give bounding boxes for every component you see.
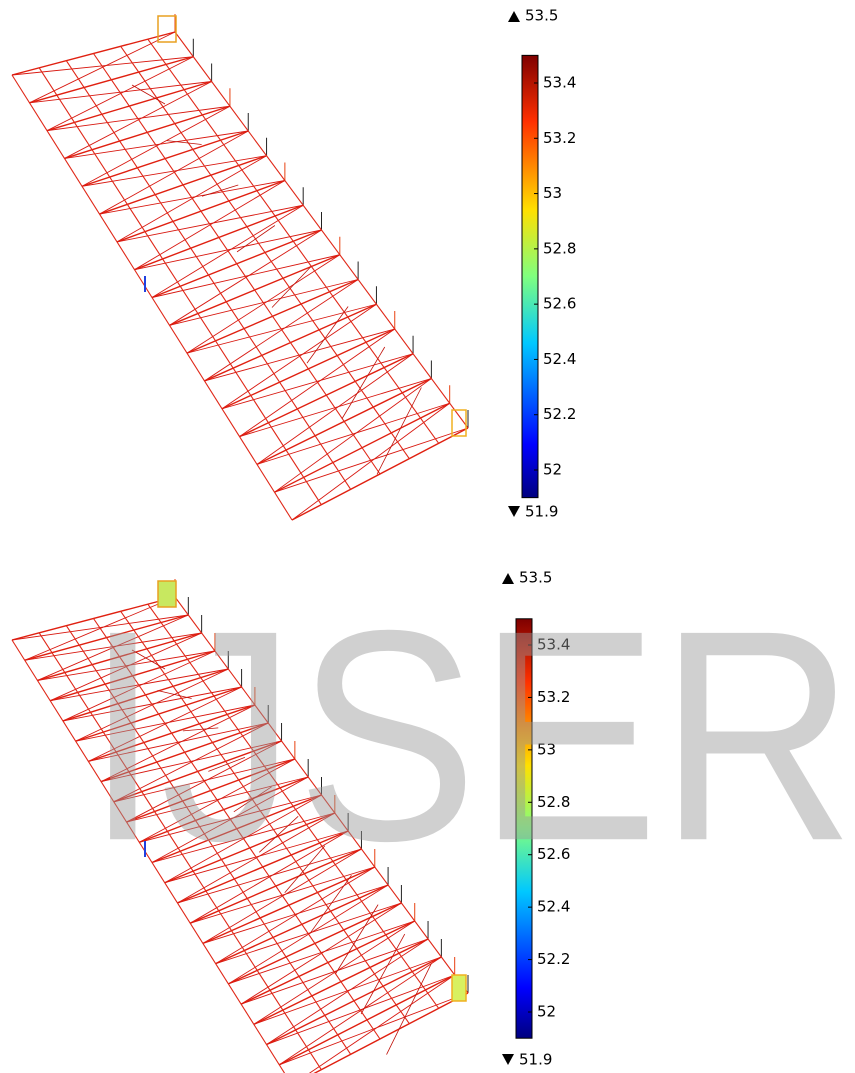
corner-block xyxy=(452,975,466,1001)
tick-label: 52.2 xyxy=(537,950,570,968)
truss-member xyxy=(275,428,469,492)
truss-member xyxy=(47,106,230,130)
truss-member xyxy=(12,57,193,75)
watermark: IJSER xyxy=(85,567,855,903)
truss-member xyxy=(152,205,303,297)
truss-member xyxy=(30,82,212,103)
truss-member xyxy=(292,403,450,520)
truss-member xyxy=(222,354,413,409)
truss-member xyxy=(222,304,376,409)
corner-block xyxy=(158,16,176,42)
truss-member xyxy=(65,82,212,159)
truss-member xyxy=(237,226,275,252)
tick-label: 52 xyxy=(543,461,562,479)
tick-label: 52.8 xyxy=(543,239,576,257)
truss-member xyxy=(170,230,322,325)
truss-member xyxy=(342,347,385,419)
truss-member xyxy=(12,75,292,520)
tick-label: 53 xyxy=(543,184,562,202)
tick-label: 52.4 xyxy=(543,350,576,368)
truss-member xyxy=(377,388,421,475)
truss-member xyxy=(94,54,381,475)
max-marker xyxy=(508,11,520,22)
truss-member xyxy=(148,39,439,443)
min-marker xyxy=(508,506,520,517)
min-label: 51.9 xyxy=(525,503,558,521)
truss-member xyxy=(307,307,348,364)
figure: 53.551.953.453.25352.852.652.452.25253.5… xyxy=(0,0,855,1073)
truss-member xyxy=(292,975,455,1073)
truss-member xyxy=(65,131,249,158)
tick-label: 52.6 xyxy=(543,295,576,313)
max-label: 53.5 xyxy=(525,7,558,25)
truss-member xyxy=(361,934,405,1014)
truss-member xyxy=(187,255,340,353)
colorbar xyxy=(522,55,538,497)
truss-model xyxy=(12,14,468,520)
truss-member xyxy=(117,156,267,242)
min-marker xyxy=(502,1054,514,1065)
truss-member xyxy=(117,205,303,242)
tick-label: 52 xyxy=(537,1003,556,1021)
truss-member xyxy=(205,280,359,381)
tick-label: 52.2 xyxy=(543,405,576,423)
truss-member xyxy=(175,32,468,428)
truss-member xyxy=(257,403,450,464)
min-label: 51.9 xyxy=(519,1051,552,1069)
tick-label: 53.4 xyxy=(543,74,576,92)
truss-member xyxy=(135,230,322,270)
tick-label: 53.2 xyxy=(543,129,576,147)
truss-member xyxy=(202,185,238,196)
truss-member xyxy=(336,905,378,974)
truss-member xyxy=(272,266,312,308)
